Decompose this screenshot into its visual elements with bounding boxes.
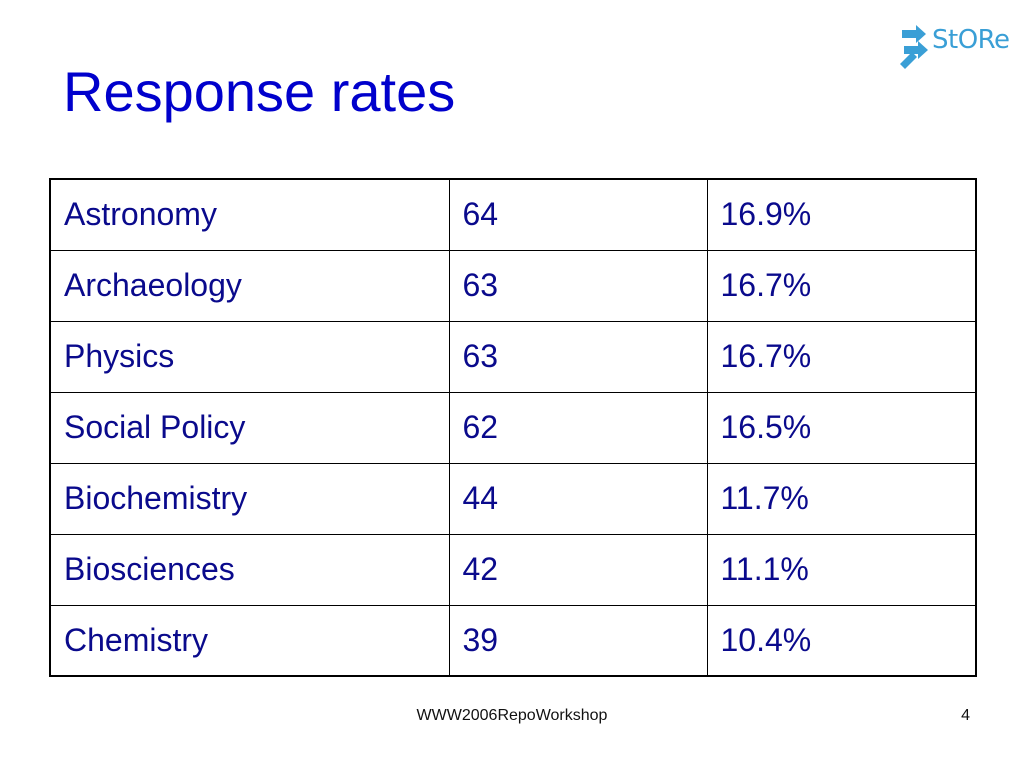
table-row: Physics 63 16.7% <box>49 320 977 393</box>
page-number: 4 <box>961 707 970 724</box>
subject-cell: Archaeology <box>49 249 450 322</box>
subject-cell: Chemistry <box>49 604 450 677</box>
count-cell: 64 <box>448 178 708 251</box>
count-cell: 63 <box>448 320 708 393</box>
table-row: Social Policy 62 16.5% <box>49 391 977 464</box>
rate-cell: 16.9% <box>706 178 977 251</box>
response-rates-table: Astronomy 64 16.9% Archaeology 63 16.7% … <box>49 178 977 677</box>
logo-text: StORe <box>932 25 1010 55</box>
table-row: Biosciences 42 11.1% <box>49 533 977 606</box>
table-row: Chemistry 39 10.4% <box>49 604 977 677</box>
store-logo: StORe <box>898 20 1010 70</box>
table-row: Astronomy 64 16.9% <box>49 178 977 251</box>
footer-text: WWW2006RepoWorkshop <box>416 707 608 724</box>
rate-cell: 16.5% <box>706 391 977 464</box>
table-row: Biochemistry 44 11.7% <box>49 462 977 535</box>
table-row: Archaeology 63 16.7% <box>49 249 977 322</box>
rate-cell: 16.7% <box>706 249 977 322</box>
rate-cell: 11.7% <box>706 462 977 535</box>
subject-cell: Biosciences <box>49 533 450 606</box>
rate-cell: 11.1% <box>706 533 977 606</box>
subject-cell: Social Policy <box>49 391 450 464</box>
count-cell: 44 <box>448 462 708 535</box>
rate-cell: 10.4% <box>706 604 977 677</box>
count-cell: 39 <box>448 604 708 677</box>
slide-title: Response rates <box>63 60 456 123</box>
subject-cell: Physics <box>49 320 450 393</box>
count-cell: 62 <box>448 391 708 464</box>
subject-cell: Astronomy <box>49 178 450 251</box>
store-arrows-icon <box>900 25 928 69</box>
count-cell: 42 <box>448 533 708 606</box>
rate-cell: 16.7% <box>706 320 977 393</box>
count-cell: 63 <box>448 249 708 322</box>
subject-cell: Biochemistry <box>49 462 450 535</box>
